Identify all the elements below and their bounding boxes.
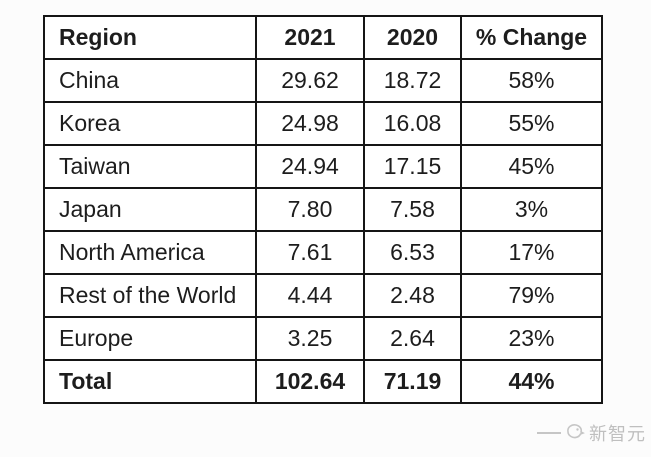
watermark-line-decoration bbox=[537, 432, 561, 434]
total-label-cell: Total bbox=[43, 359, 257, 404]
region-cell: North America bbox=[43, 230, 257, 275]
watermark-text: 新智元 bbox=[589, 424, 646, 444]
xinzhiyuan-logo-icon bbox=[565, 422, 585, 445]
value-2021-cell: 4.44 bbox=[255, 273, 365, 318]
regions-data-table-container: Region 2021 2020 % Change China 29.62 18… bbox=[43, 15, 603, 404]
table-row-japan: Japan 7.80 7.58 3% bbox=[43, 187, 603, 232]
value-2020-cell: 2.48 bbox=[363, 273, 462, 318]
value-2021-cell: 3.25 bbox=[255, 316, 365, 361]
regions-data-table: Region 2021 2020 % Change China 29.62 18… bbox=[43, 15, 603, 404]
value-2020-cell: 18.72 bbox=[363, 58, 462, 103]
watermark: 新智元 bbox=[537, 420, 646, 446]
pct-change-cell: 3% bbox=[460, 187, 603, 232]
value-2020-cell: 2.64 bbox=[363, 316, 462, 361]
region-cell: Rest of the World bbox=[43, 273, 257, 318]
region-cell: Taiwan bbox=[43, 144, 257, 189]
region-cell: China bbox=[43, 58, 257, 103]
value-2020-cell: 6.53 bbox=[363, 230, 462, 275]
pct-change-cell: 23% bbox=[460, 316, 603, 361]
table-row-north-america: North America 7.61 6.53 17% bbox=[43, 230, 603, 275]
value-2021-cell: 7.80 bbox=[255, 187, 365, 232]
header-row: Region 2021 2020 % Change bbox=[43, 15, 603, 60]
value-2021-cell: 29.62 bbox=[255, 58, 365, 103]
value-2020-cell: 17.15 bbox=[363, 144, 462, 189]
pct-change-cell: 79% bbox=[460, 273, 603, 318]
pct-change-cell: 55% bbox=[460, 101, 603, 146]
table-row-europe: Europe 3.25 2.64 23% bbox=[43, 316, 603, 361]
pct-change-cell: 58% bbox=[460, 58, 603, 103]
value-2020-cell: 7.58 bbox=[363, 187, 462, 232]
column-header-2021: 2021 bbox=[255, 15, 365, 60]
value-2021-cell: 24.98 bbox=[255, 101, 365, 146]
total-pct-change-cell: 44% bbox=[460, 359, 603, 404]
table-row-taiwan: Taiwan 24.94 17.15 45% bbox=[43, 144, 603, 189]
table-row-china: China 29.62 18.72 58% bbox=[43, 58, 603, 103]
table-row-rest-of-world: Rest of the World 4.44 2.48 79% bbox=[43, 273, 603, 318]
region-cell: Korea bbox=[43, 101, 257, 146]
table-row-total: Total 102.64 71.19 44% bbox=[43, 359, 603, 404]
pct-change-cell: 17% bbox=[460, 230, 603, 275]
column-header-pct-change: % Change bbox=[460, 15, 603, 60]
region-cell: Europe bbox=[43, 316, 257, 361]
value-2020-cell: 16.08 bbox=[363, 101, 462, 146]
pct-change-cell: 45% bbox=[460, 144, 603, 189]
value-2021-cell: 7.61 bbox=[255, 230, 365, 275]
value-2021-cell: 24.94 bbox=[255, 144, 365, 189]
column-header-region: Region bbox=[43, 15, 257, 60]
region-cell: Japan bbox=[43, 187, 257, 232]
total-2020-cell: 71.19 bbox=[363, 359, 462, 404]
table-row-korea: Korea 24.98 16.08 55% bbox=[43, 101, 603, 146]
column-header-2020: 2020 bbox=[363, 15, 462, 60]
total-2021-cell: 102.64 bbox=[255, 359, 365, 404]
